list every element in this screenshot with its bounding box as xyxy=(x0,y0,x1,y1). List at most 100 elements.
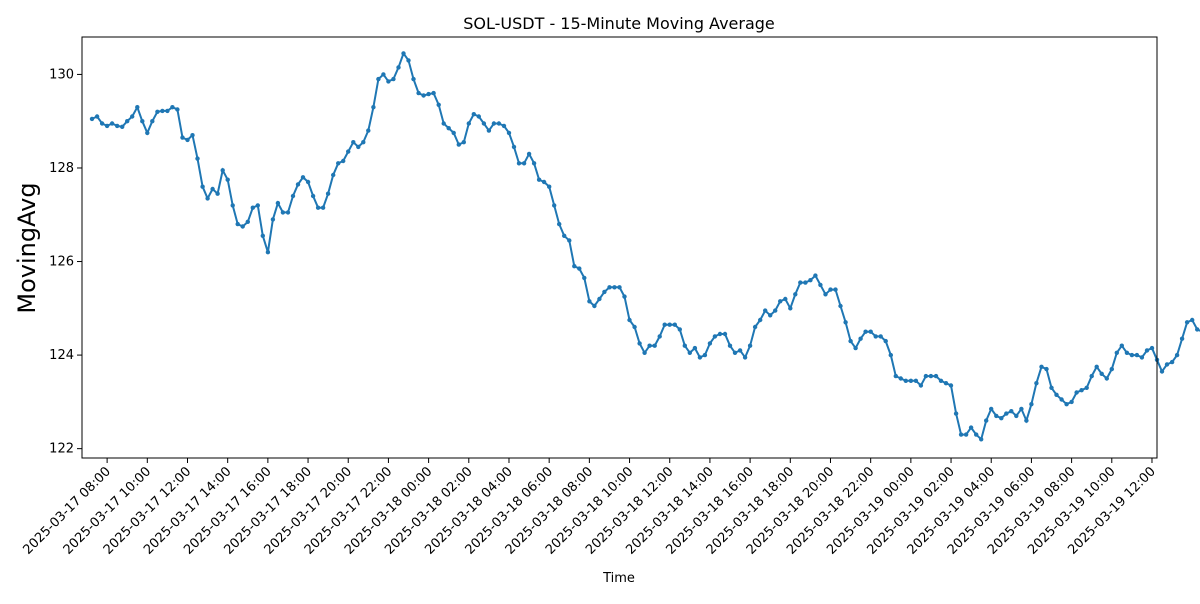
data-point xyxy=(692,345,698,351)
data-point xyxy=(361,140,366,145)
data-point xyxy=(642,350,647,355)
data-point xyxy=(552,203,557,208)
data-point xyxy=(260,233,265,238)
data-point xyxy=(1094,364,1099,369)
data-point xyxy=(466,121,471,126)
chart-title: SOL-USDT - 15-Minute Moving Average xyxy=(463,14,775,33)
data-point xyxy=(336,161,341,166)
data-point xyxy=(843,320,848,325)
data-point xyxy=(351,140,356,145)
data-point xyxy=(526,151,532,157)
data-point xyxy=(667,322,672,327)
data-point xyxy=(235,221,240,227)
data-point xyxy=(285,210,291,215)
data-point xyxy=(657,334,662,339)
data-point xyxy=(1144,348,1150,353)
data-point xyxy=(1099,371,1104,376)
data-point xyxy=(1114,350,1120,355)
data-point xyxy=(933,373,939,379)
data-point xyxy=(190,133,195,138)
data-point xyxy=(411,76,416,82)
data-point xyxy=(109,121,115,126)
data-point xyxy=(346,149,351,154)
data-point xyxy=(898,376,903,381)
data-point xyxy=(446,126,451,131)
y-axis: 122 124 126 128 130 xyxy=(49,67,82,457)
data-point xyxy=(381,72,386,77)
data-point xyxy=(582,275,587,281)
data-point xyxy=(155,109,160,115)
data-point xyxy=(325,191,331,196)
data-point xyxy=(391,76,396,82)
data-point xyxy=(481,121,487,126)
data-point xyxy=(310,193,316,199)
data-point xyxy=(1079,388,1084,393)
data-point xyxy=(496,121,502,126)
data-point xyxy=(270,217,276,222)
data-point xyxy=(1139,355,1145,360)
y-tick-label: 128 xyxy=(49,161,74,176)
data-point xyxy=(597,296,602,302)
y-tick-label: 126 xyxy=(49,255,74,270)
data-point xyxy=(928,373,934,379)
data-point xyxy=(989,406,994,412)
data-point xyxy=(1084,385,1089,390)
data-point xyxy=(150,119,155,124)
data-point xyxy=(1124,350,1130,355)
data-point xyxy=(547,184,552,189)
data-point xyxy=(637,341,642,346)
data-point xyxy=(858,336,863,341)
data-point xyxy=(868,329,873,334)
data-point xyxy=(125,119,130,124)
data-point xyxy=(818,282,823,288)
data-point xyxy=(305,179,311,185)
data-point xyxy=(974,432,979,437)
data-point xyxy=(1069,399,1074,405)
data-point xyxy=(742,355,748,360)
data-point xyxy=(848,338,853,344)
data-point xyxy=(195,156,200,161)
data-point xyxy=(371,105,376,110)
data-point xyxy=(1104,376,1110,381)
data-point xyxy=(943,381,949,386)
data-point xyxy=(1159,369,1165,374)
data-point xyxy=(1059,397,1064,402)
data-point xyxy=(1019,406,1024,412)
data-point xyxy=(506,130,512,136)
data-point xyxy=(783,296,788,302)
data-point xyxy=(516,161,522,166)
data-point xyxy=(627,317,632,323)
data-point xyxy=(315,205,321,210)
data-point xyxy=(587,299,592,304)
data-point xyxy=(617,285,622,290)
data-point xyxy=(893,373,898,379)
data-point xyxy=(763,308,768,313)
data-point xyxy=(180,135,185,140)
data-point xyxy=(451,130,456,136)
data-point xyxy=(165,108,170,114)
data-point xyxy=(416,90,421,96)
data-point xyxy=(431,90,436,96)
data-point xyxy=(160,108,165,114)
data-point xyxy=(999,416,1004,421)
data-point xyxy=(828,287,833,292)
data-point xyxy=(798,280,803,285)
data-point xyxy=(557,221,562,227)
data-point xyxy=(652,343,657,348)
data-point xyxy=(486,128,492,133)
data-point xyxy=(592,303,597,309)
data-point xyxy=(295,182,301,187)
data-point xyxy=(963,432,969,437)
data-point xyxy=(888,352,893,358)
data-point xyxy=(341,158,346,164)
data-point xyxy=(99,121,105,126)
data-point xyxy=(531,161,537,166)
data-point xyxy=(602,289,607,295)
data-point xyxy=(878,334,883,339)
data-point xyxy=(170,105,175,110)
data-point xyxy=(697,355,703,360)
data-point xyxy=(245,219,250,224)
data-point xyxy=(441,121,446,126)
